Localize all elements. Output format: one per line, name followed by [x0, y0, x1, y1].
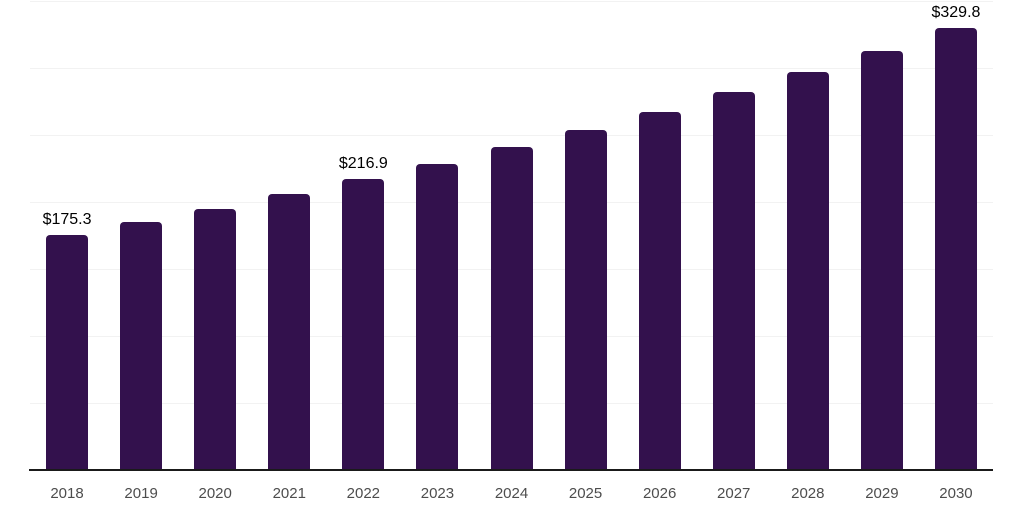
bar-2023[interactable]: [416, 163, 459, 470]
bar-2020[interactable]: [194, 208, 237, 470]
x-tick-label-2024: 2024: [494, 485, 529, 502]
x-tick-label-2018: 2018: [50, 485, 84, 502]
x-tick-label-2029: 2029: [865, 485, 899, 502]
bar-2021[interactable]: [268, 194, 311, 470]
bar-2024[interactable]: [490, 147, 533, 470]
gridline-350: [30, 1, 993, 2]
x-tick-label-2021: 2021: [272, 485, 306, 502]
bar-2025[interactable]: [564, 129, 607, 470]
bar-2030[interactable]: [934, 28, 977, 470]
gridline-300: [30, 68, 993, 69]
x-tick-label-2020: 2020: [198, 485, 232, 502]
x-axis-line: [29, 469, 993, 471]
x-tick-label-2026: 2026: [642, 485, 677, 502]
bar-2019[interactable]: [120, 222, 163, 470]
gridline-250: [30, 135, 993, 136]
x-tick-label-2028: 2028: [791, 485, 825, 502]
bar-2028[interactable]: [786, 71, 829, 470]
bar-value-label-2018: $175.3: [42, 211, 92, 229]
bar-value-label-2022: $216.9: [338, 155, 388, 173]
bar-value-label-2030: $329.8: [931, 4, 981, 22]
x-tick-label-2025: 2025: [568, 485, 603, 502]
x-tick-label-2030: 2030: [939, 485, 973, 502]
x-tick-label-2023: 2023: [420, 485, 455, 502]
x-tick-label-2019: 2019: [124, 485, 158, 502]
bar-2018[interactable]: [46, 235, 89, 470]
x-tick-label-2027: 2027: [717, 485, 751, 502]
x-tick-label-2022: 2022: [346, 485, 381, 502]
bar-2027[interactable]: [712, 92, 755, 470]
bar-2026[interactable]: [638, 111, 681, 470]
bar-2029[interactable]: [860, 50, 903, 470]
bar-2022[interactable]: [342, 179, 385, 470]
